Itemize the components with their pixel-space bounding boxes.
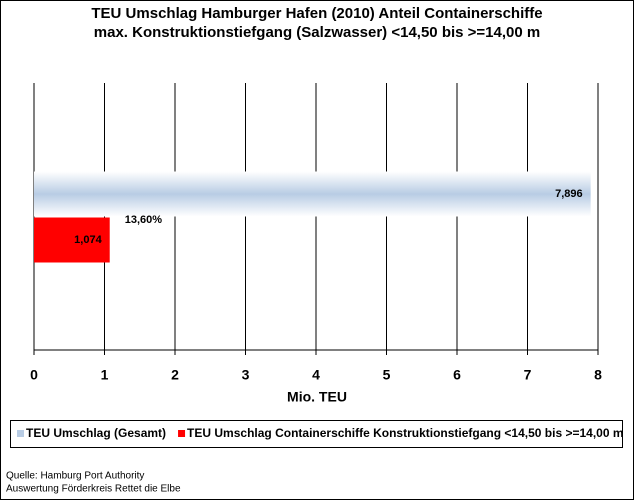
- source-note: Quelle: Hamburg Port Authority: [6, 471, 144, 482]
- x-tick-label: 2: [171, 367, 179, 383]
- chart-title: TEU Umschlag Hamburger Hafen (2010) Ante…: [91, 5, 542, 22]
- value-label: 7,896: [555, 188, 583, 200]
- x-tick-label: 6: [453, 367, 461, 383]
- legend-swatch: [178, 430, 186, 437]
- annotation: 13,60%: [125, 214, 163, 226]
- x-tick-label: 1: [101, 367, 109, 383]
- value-label: 1,074: [74, 234, 102, 246]
- x-tick-label: 5: [383, 367, 391, 383]
- bar: [34, 171, 591, 217]
- legend-box: [10, 420, 623, 448]
- x-tick-label: 0: [30, 367, 38, 383]
- source-note: Auswertung Förderkreis Rettet die Elbe: [6, 484, 181, 495]
- x-tick-label: 4: [312, 367, 320, 383]
- x-axis-label: Mio. TEU: [287, 389, 347, 405]
- x-tick-label: 7: [524, 367, 532, 383]
- x-tick-label: 8: [594, 367, 602, 383]
- chart-subtitle: max. Konstruktionstiefgang (Salzwasser) …: [94, 24, 540, 41]
- legend-label: TEU Umschlag (Gesamt): [26, 426, 166, 440]
- x-tick-label: 3: [242, 367, 250, 383]
- legend-swatch: [17, 430, 24, 437]
- bar: [34, 217, 110, 263]
- legend-label: TEU Umschlag Containerschiffe Konstrukti…: [187, 426, 623, 440]
